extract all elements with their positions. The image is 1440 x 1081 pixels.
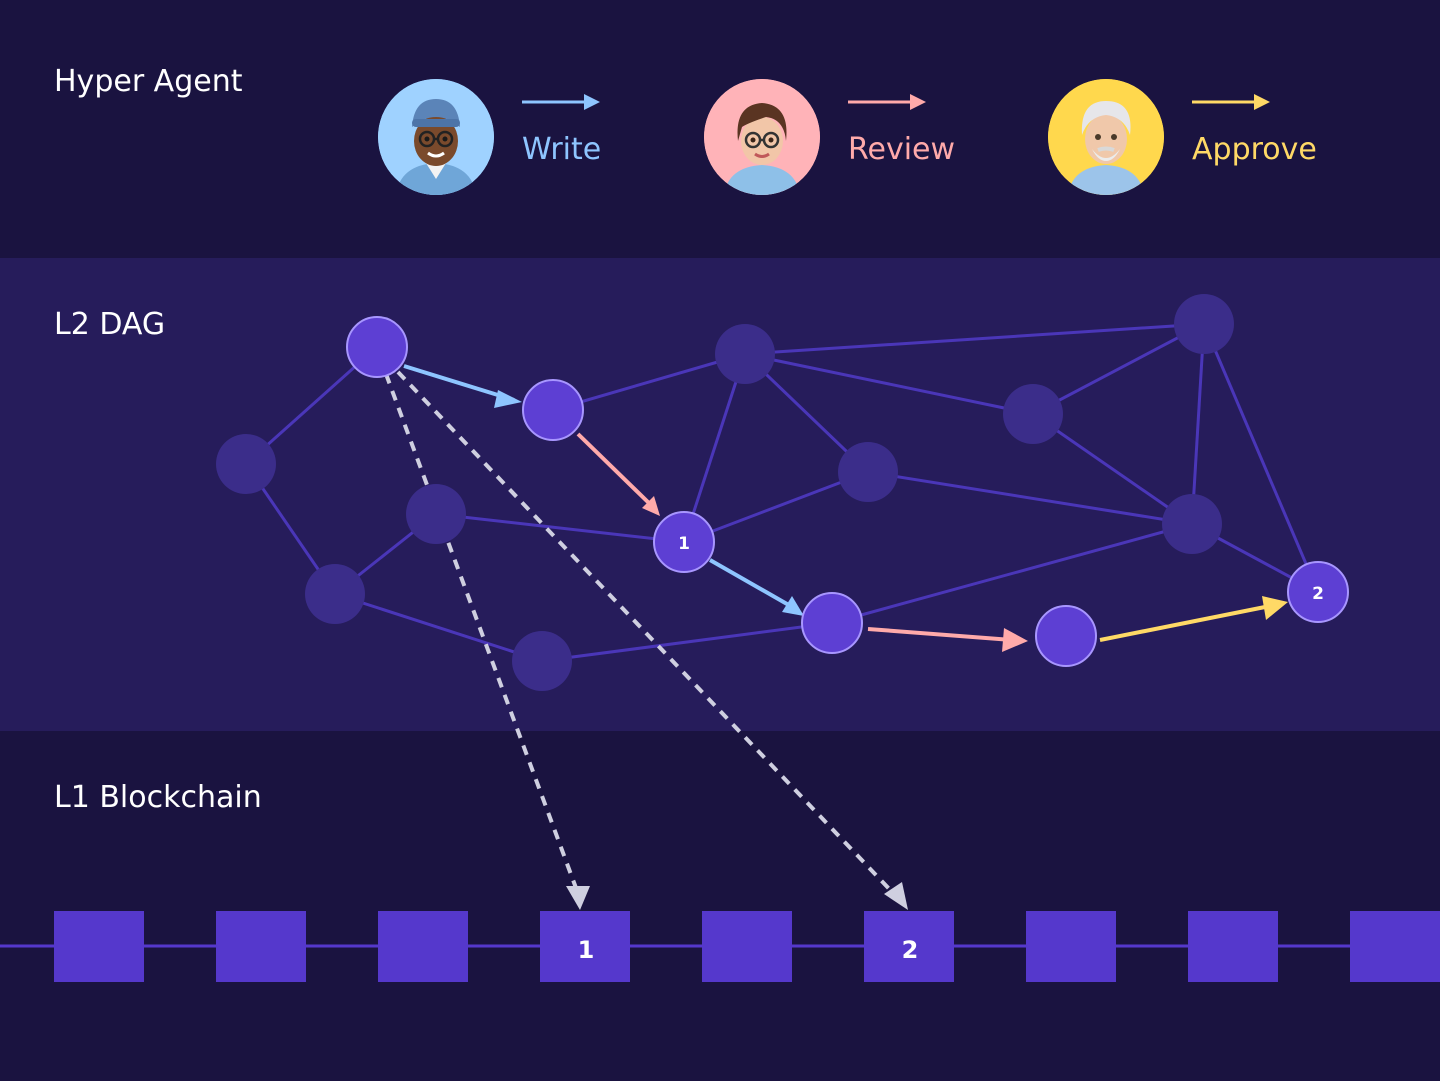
review-role-label: Review xyxy=(848,132,956,167)
dag-inactive-nodes xyxy=(216,294,1234,691)
approver-avatar-icon xyxy=(1048,79,1164,195)
dag-active-node xyxy=(522,379,584,441)
dag-edge xyxy=(435,512,685,544)
anchor-arrow-2 xyxy=(396,370,896,896)
dag-node xyxy=(715,324,775,384)
write-role-label: Write xyxy=(522,132,602,167)
dag-node xyxy=(406,484,466,544)
anchor-arrowhead-1 xyxy=(566,886,590,910)
dag-edges xyxy=(244,322,1320,663)
dag-active-node xyxy=(1035,605,1097,667)
chain-block xyxy=(216,911,306,982)
chain-block xyxy=(1026,911,1116,982)
dag-node xyxy=(512,631,572,691)
l1-blockchain-title: L1 Blockchain xyxy=(54,780,262,815)
dag-edge xyxy=(552,352,746,412)
write-arrowhead-2 xyxy=(782,596,804,616)
dag-active-node xyxy=(346,316,408,378)
dag-node xyxy=(838,442,898,502)
chain-block xyxy=(1350,911,1440,982)
dag-node xyxy=(1174,294,1234,354)
dag-node xyxy=(305,564,365,624)
approve-arrow xyxy=(1099,604,1271,642)
dag-active-node-1 xyxy=(653,511,715,573)
dag-node xyxy=(1162,494,1222,554)
dag-active-node-2 xyxy=(1287,561,1349,623)
approve-role-label: Approve xyxy=(1192,132,1317,167)
dag-edge xyxy=(334,592,543,663)
review-arrowhead-1 xyxy=(642,496,660,516)
l1-blockchain-band xyxy=(0,731,1440,1081)
dag-edge xyxy=(1032,322,1205,416)
write-arrow-2 xyxy=(709,558,795,610)
dag-node-label-2: 2 xyxy=(1312,584,1324,604)
developer-avatar-icon xyxy=(378,79,494,195)
dag-edge xyxy=(541,621,833,663)
chain-blocks xyxy=(54,911,1440,982)
chain-block xyxy=(1188,911,1278,982)
review-arrowhead-2 xyxy=(1002,628,1028,652)
anchor-arrowhead-2 xyxy=(884,882,908,910)
l2-dag-title: L2 DAG xyxy=(54,307,166,342)
dag-edge xyxy=(682,353,747,543)
dag-edge xyxy=(744,322,1205,356)
review-legend-arrow xyxy=(848,94,926,110)
review-arrow-2 xyxy=(867,627,1013,642)
approve-legend-arrow xyxy=(1192,94,1270,110)
chain-block xyxy=(702,911,792,982)
anchor-arrow-1 xyxy=(384,373,578,889)
anchor-arrows xyxy=(384,370,896,896)
dag-node-label-1: 1 xyxy=(678,534,690,554)
chain-block-label-1: 1 xyxy=(578,936,595,964)
dag-edge xyxy=(1190,323,1206,525)
write-arrowhead-1 xyxy=(494,390,522,408)
dag-active-nodes xyxy=(346,316,1349,667)
hyper-agent-title: Hyper Agent xyxy=(54,64,243,99)
dag-edge xyxy=(867,470,1193,526)
write-legend-arrow xyxy=(522,94,600,110)
review-arrow-1 xyxy=(576,432,654,508)
chain-block-2 xyxy=(864,911,954,982)
dag-edge xyxy=(1202,323,1320,593)
chain-block-label-2: 2 xyxy=(902,936,919,964)
write-arrow-1 xyxy=(403,364,515,402)
dag-node xyxy=(1003,384,1063,444)
reviewer-avatar-icon xyxy=(704,79,820,195)
dag-edge xyxy=(831,522,1193,625)
dag-edge xyxy=(1032,412,1193,526)
chain-block xyxy=(54,911,144,982)
chain-block xyxy=(378,911,468,982)
dag-edge xyxy=(683,470,869,544)
dag-node xyxy=(216,434,276,494)
dag-edge xyxy=(744,352,1034,416)
dag-active-node xyxy=(801,592,863,654)
approve-arrowhead xyxy=(1262,596,1288,620)
chain-block-1 xyxy=(540,911,630,982)
